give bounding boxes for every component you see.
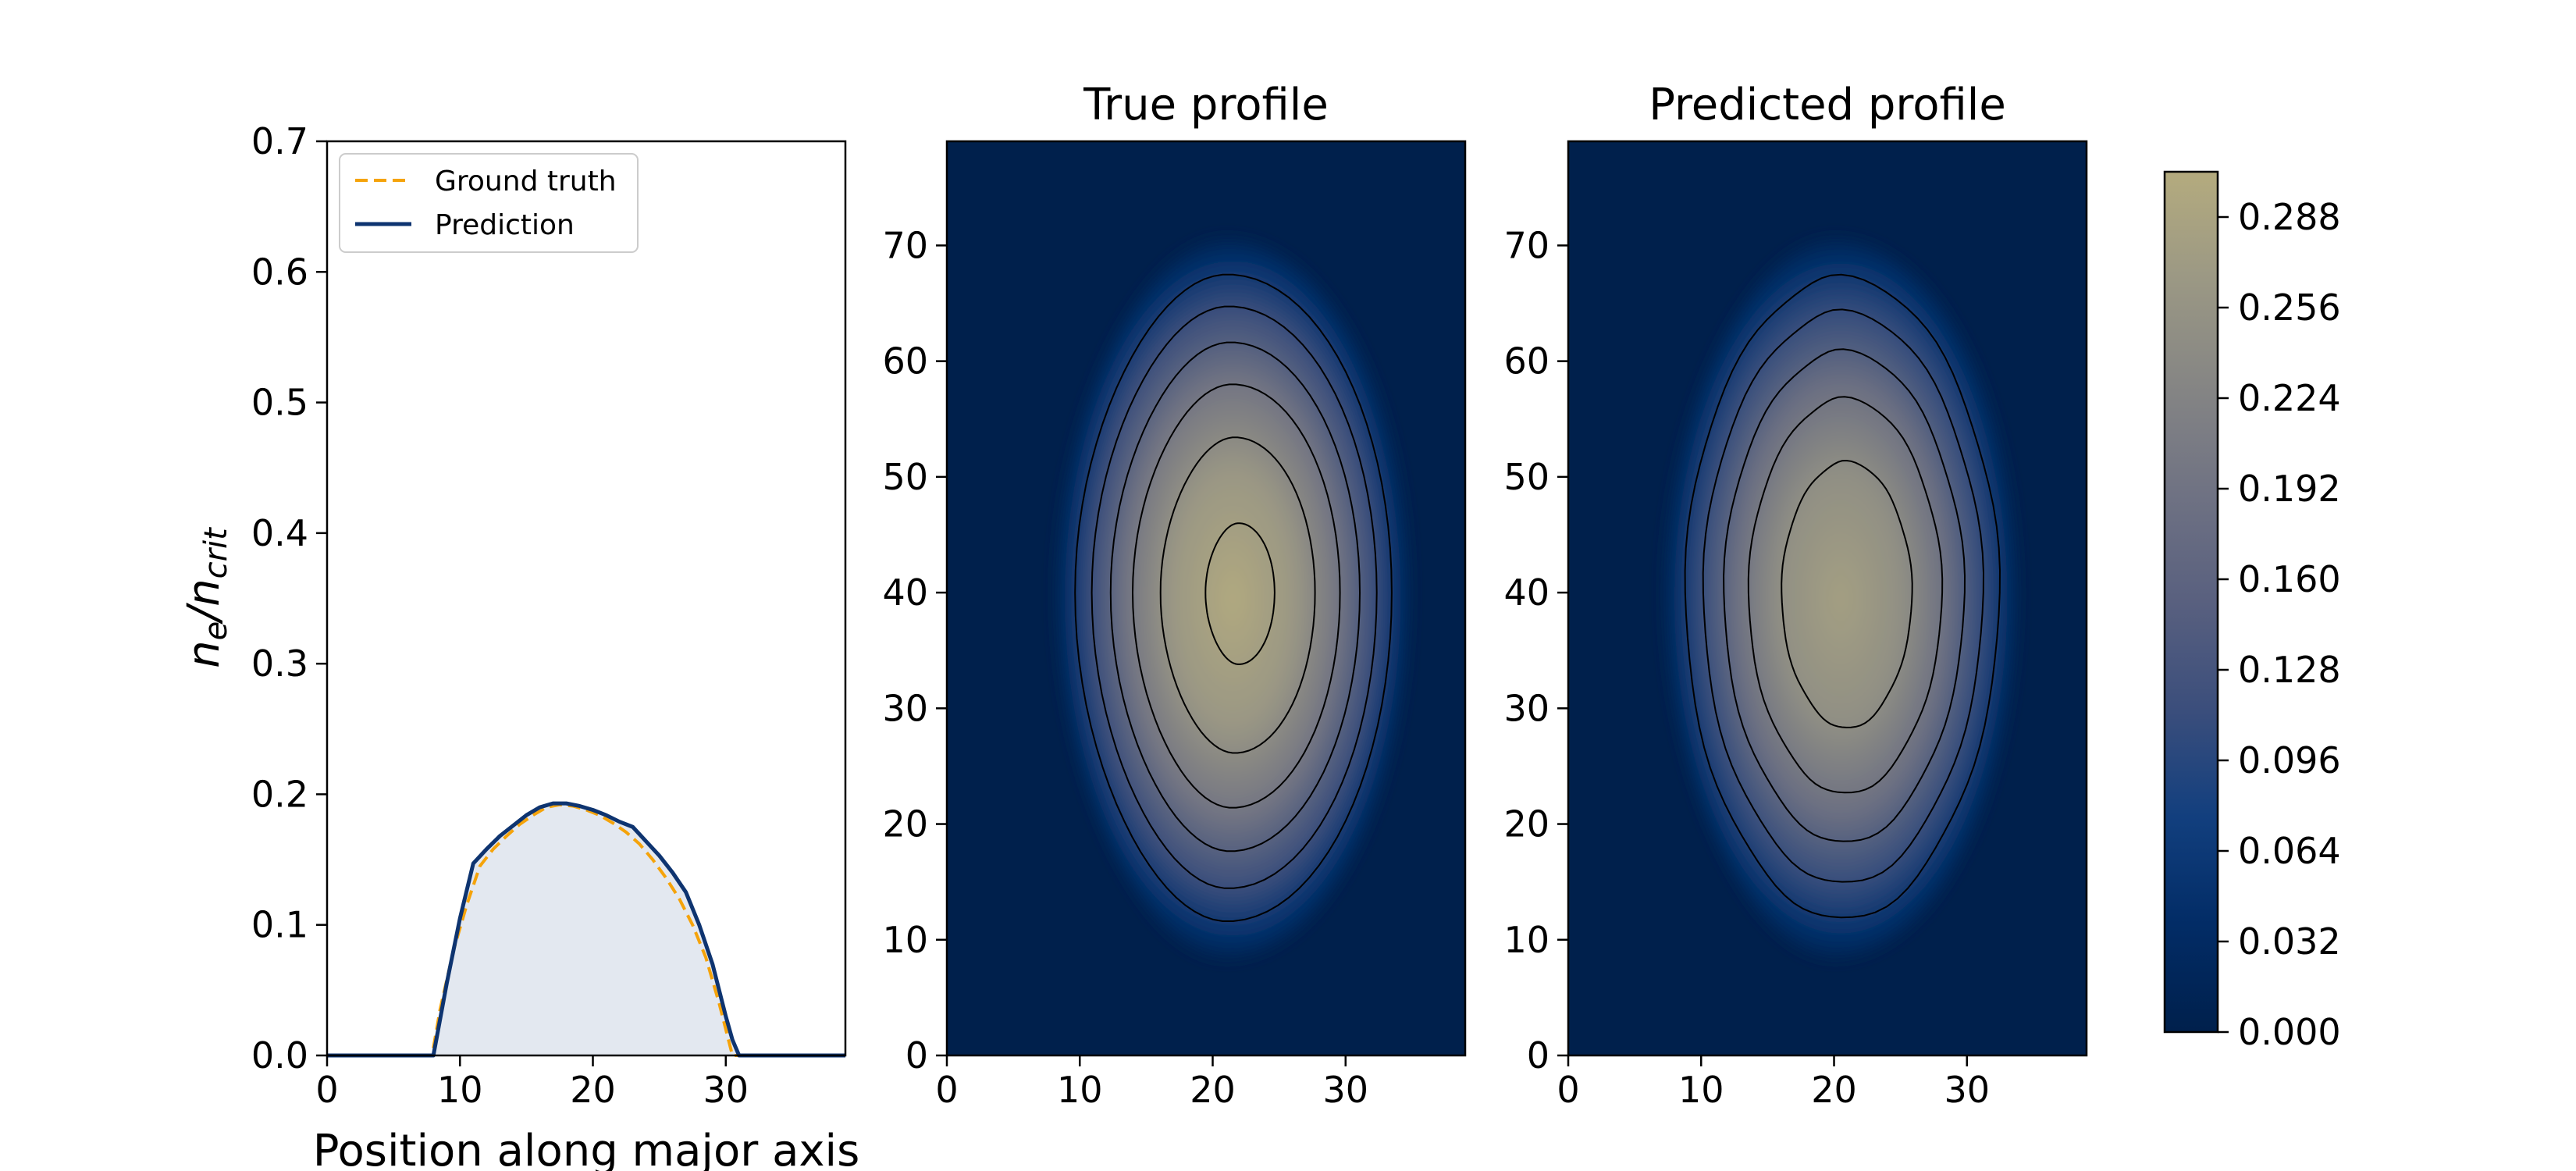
predicted-profile-contours [1684,273,2001,919]
profile-line-axes-frame [326,140,847,1057]
true-contour-line [1091,305,1378,889]
profile-line-x-label: Position along major axis [313,1126,860,1171]
profile-line-panel: 0 10 20 30 0.0 0.1 0.2 0.3 0.4 0.5 0.6 0.7 Positio… [179,120,859,1171]
profile-line-y-tick-label: 0.4 [251,512,308,554]
true-y-tick-label: 70 [882,224,928,266]
y-label-sub-e: e [198,621,234,641]
y-label-slash-n: /n [179,578,229,625]
colorbar-tick-label: 0.000 [2238,1011,2341,1053]
predicted-profile-field [1664,238,2017,959]
true-y-tick-label: 30 [882,687,928,729]
area-under-prediction [327,803,845,1055]
colorbar-ticks: 0.000 0.032 0.064 0.096 0.128 0.160 0.192 0.224… [2218,196,2341,1053]
profile-line-x-ticks: 0 10 20 30 [315,1055,749,1111]
true-profile-title: True profile [1083,80,1329,130]
colorbar-tick-label: 0.288 [2238,196,2341,238]
true-contour-line [1131,383,1341,809]
y-label-sub-crit: crit [198,527,234,579]
colorbar-tick-label: 0.256 [2238,287,2341,329]
true-profile-axes-frame [945,140,1467,1057]
true-y-tick-label: 60 [882,340,928,383]
predicted-profile-x-ticks: 0 10 20 30 [1557,1055,1990,1111]
pred-x-tick-label: 0 [1557,1069,1579,1111]
pred-contour-line [1702,308,1985,883]
profile-line-y-tick-label: 0.0 [251,1034,308,1077]
pred-y-tick-label: 60 [1503,340,1550,383]
colorbar-tick-label: 0.224 [2238,377,2341,419]
true-y-tick-label: 50 [882,456,928,498]
prediction-area-fill [327,803,845,1055]
profile-line-x-tick-label: 10 [437,1069,483,1111]
true-x-tick-label: 0 [935,1069,958,1111]
legend-prediction-label: Prediction [435,209,575,241]
true-contour-line [1159,436,1316,754]
profile-line-y-tick-label: 0.1 [251,904,308,946]
predicted-profile-y-ticks: 0 10 20 30 40 50 60 70 [1503,224,1568,1077]
ground-truth-line [327,803,845,1057]
legend-ground-truth-label: Ground truth [435,166,617,198]
profile-line-y-tick-label: 0.6 [251,251,308,293]
line-series-group [327,801,845,1058]
true-y-tick-label: 40 [882,571,928,614]
pred-x-tick-label: 10 [1678,1069,1724,1111]
pred-y-tick-label: 20 [1503,803,1550,845]
y-label-n: n [179,640,229,668]
predicted-profile-density [1664,238,2017,959]
legend-frame [339,153,639,253]
colorbar-tick-label: 0.096 [2238,739,2341,781]
true-y-tick-label: 0 [906,1034,928,1077]
pred-y-tick-label: 70 [1503,224,1550,266]
colorbar-tick-label: 0.064 [2238,830,2341,872]
pred-contour-line [1723,348,1966,842]
profile-line-x-tick-label: 0 [315,1069,338,1111]
pred-y-tick-label: 10 [1503,919,1550,961]
colorbar-tick-label: 0.032 [2238,920,2341,963]
profile-line-x-tick-label: 20 [570,1069,616,1111]
pred-y-tick-label: 0 [1527,1034,1550,1077]
colorbar: 0.000 0.032 0.064 0.096 0.128 0.160 0.192 0.224… [2163,170,2341,1053]
pred-contour-line [1781,459,1913,728]
pred-y-tick-label: 30 [1503,687,1550,729]
true-profile-panel: 0 10 20 30 0 10 20 30 40 50 60 70 True profile [882,80,1467,1111]
profile-line-y-tick-label: 0.7 [251,120,308,162]
colorbar-body [2163,170,2219,1034]
colorbar-tick-label: 0.160 [2238,558,2341,600]
predicted-profile-title: Predicted profile [1649,80,2006,130]
true-profile-contours [1074,273,1393,922]
profile-line-y-tick-label: 0.5 [251,382,308,424]
legend: Ground truth Prediction [339,153,639,253]
pred-contour-line [1747,396,1944,794]
true-y-tick-label: 20 [882,803,928,845]
colorbar-tick-label: 0.128 [2238,649,2341,691]
profile-line-x-tick-label: 30 [703,1069,749,1111]
pred-y-tick-label: 50 [1503,456,1550,498]
true-x-tick-label: 10 [1057,1069,1103,1111]
true-contour-line [1109,341,1361,852]
pred-contour-line [1684,273,2001,919]
true-profile-y-ticks: 0 10 20 30 40 50 60 70 [882,224,947,1077]
predicted-profile-axes-frame [1567,140,2088,1057]
profile-line-y-ticks: 0.0 0.1 0.2 0.3 0.4 0.5 0.6 0.7 [251,120,327,1077]
true-contour-line [1074,273,1393,922]
prediction-line [327,801,845,1058]
pred-y-tick-label: 40 [1503,571,1550,614]
true-profile-x-ticks: 0 10 20 30 [935,1055,1368,1111]
true-x-tick-label: 20 [1190,1069,1236,1111]
pred-x-tick-label: 20 [1811,1069,1857,1111]
profile-line-y-tick-label: 0.3 [251,642,308,685]
true-x-tick-label: 30 [1322,1069,1368,1111]
predicted-profile-panel: 0 10 20 30 0 10 20 30 40 50 60 70 Predicted profil… [1503,80,2088,1111]
profile-line-y-tick-label: 0.2 [251,773,308,815]
pred-x-tick-label: 30 [1944,1069,1990,1111]
colorbar-tick-label: 0.192 [2238,468,2341,510]
profile-line-y-label: ne/ncrit [179,527,234,668]
true-profile-field [1056,238,1409,959]
true-y-tick-label: 10 [882,919,928,961]
true-contour-line [1204,522,1276,665]
